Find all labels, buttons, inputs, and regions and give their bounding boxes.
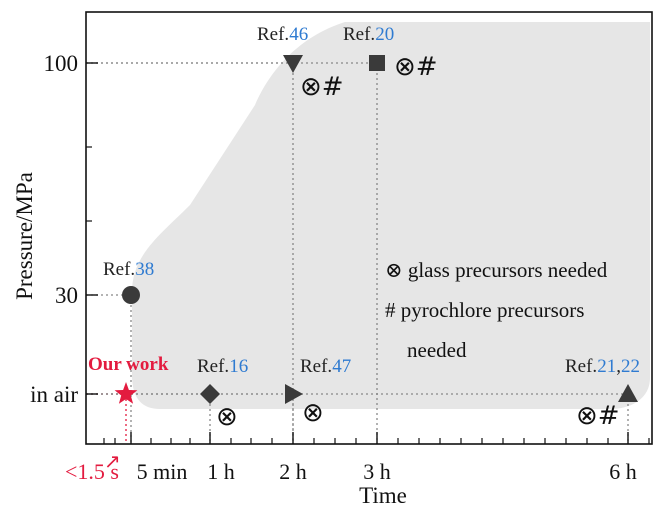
data-markers: [114, 55, 638, 404]
shaded-region: [132, 22, 650, 409]
x-tick-label-extra: <1.5 s: [65, 459, 119, 484]
data-symbols-4: ⊗: [302, 398, 324, 428]
note-needed: needed: [407, 338, 467, 362]
marker-triangle-up: [618, 384, 638, 402]
data-label-4: Ref.47: [300, 356, 351, 377]
marker-diamond: [200, 384, 220, 404]
marker-square: [369, 55, 385, 71]
data-label-1: Ref.38: [103, 259, 154, 280]
data-label-2: Ref.16: [197, 356, 248, 377]
data-label-0: Our work: [88, 354, 169, 375]
y-tick-label-30: 30: [55, 283, 78, 308]
guide-lines: [86, 62, 629, 444]
x-tick-label-5min: 5 min: [137, 459, 188, 484]
marker-triangle-right: [285, 384, 303, 404]
data-symbols-3: ⊗#: [300, 72, 344, 102]
note-glass: ⊗ glass precursors needed: [385, 258, 608, 282]
y-axis-label: Pressure/MPa: [12, 172, 37, 300]
marker-triangle-down: [283, 55, 303, 73]
axis-ticks: [86, 62, 650, 444]
y-tick-label-100: 100: [44, 51, 79, 76]
x-tick-label-1h: 1 h: [207, 459, 235, 484]
marker-circle: [122, 286, 140, 304]
note-pyrochlore: # pyrochlore precursors: [385, 298, 584, 322]
x-tick-label-6h: 6 h: [609, 459, 637, 484]
data-label-3: Ref.46: [257, 24, 308, 45]
x-axis-label: Time: [359, 483, 407, 507]
data-label-5: Ref.20: [343, 24, 394, 45]
plot-frame: [85, 11, 653, 445]
y-tick-label-in-air: in air: [30, 382, 78, 407]
data-symbols-2: ⊗: [216, 402, 238, 432]
x-tick-label-2h: 2 h: [279, 459, 307, 484]
data-symbols-5: ⊗#: [394, 52, 438, 82]
data-symbols-6: ⊗#: [576, 401, 620, 431]
data-labels: Our work Ref.38 Ref.16 ⊗ Ref.46 ⊗# Ref.47 ⊗ Ref.…: [88, 24, 640, 432]
x-tick-label-3h: 3 h: [363, 459, 391, 484]
x-extra-arrow: ↗: [104, 449, 121, 473]
data-label-6: Ref.21,22: [565, 356, 640, 377]
marker-star: [114, 382, 138, 404]
